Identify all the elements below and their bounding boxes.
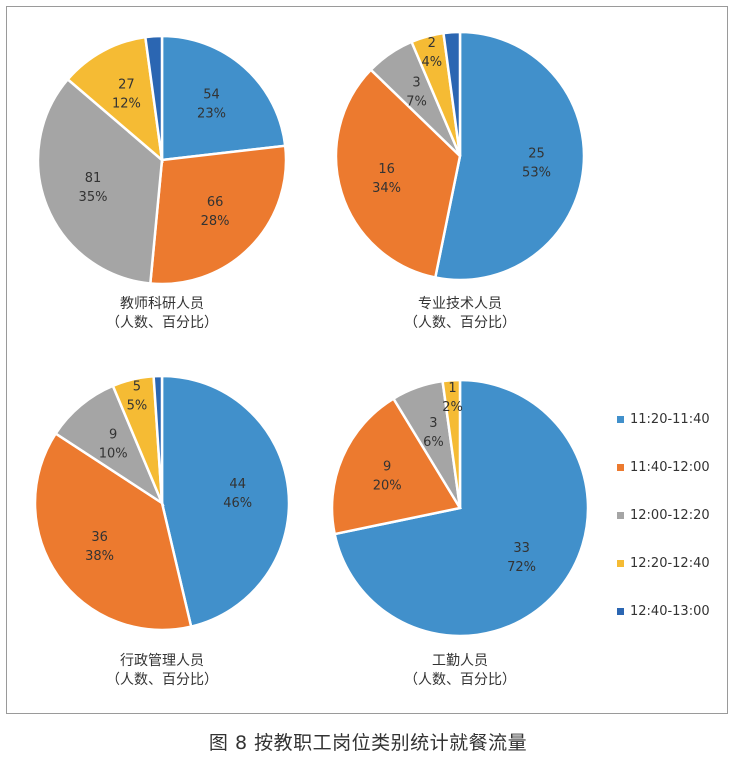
slice-value-label: 25 — [528, 147, 545, 162]
pie-subtitle: （人数、百分比） — [404, 315, 516, 331]
slice-percent-label: 38% — [85, 549, 114, 564]
slice-value-label: 3 — [429, 416, 437, 431]
pie-subtitle: （人数、百分比） — [106, 672, 218, 688]
legend-label: 12:00-12:20 — [630, 508, 710, 523]
legend-swatch — [617, 608, 624, 615]
pie-chart-2: 25 53% 16 34% 3 7% 2 4% 专业技术人员 （人数、百分比） — [334, 30, 586, 331]
slice-value-label: 27 — [118, 78, 135, 93]
pie-slice — [143, 34, 164, 161]
slice-value-label: 5 — [133, 380, 141, 395]
slice-percent-label: 6% — [423, 435, 444, 450]
slice-percent-label: 23% — [197, 107, 226, 122]
pie-slice — [160, 34, 287, 162]
slice-value-label: 44 — [229, 477, 246, 492]
slice-value-label: 9 — [109, 427, 117, 442]
pie-subtitle: （人数、百分比） — [404, 672, 516, 688]
slice-percent-label: 4% — [421, 55, 442, 70]
slice-value-label: 2 — [428, 36, 436, 51]
pie-slice — [33, 431, 193, 632]
pie-title: 专业技术人员 — [418, 296, 502, 312]
legend-label: 11:20-11:40 — [630, 412, 710, 427]
figure-caption: 图 8 按教职工岗位类别统计就餐流量 — [208, 732, 528, 754]
slice-percent-label: 7% — [406, 95, 427, 110]
pie-slice — [160, 374, 291, 629]
slice-value-label: 16 — [378, 162, 395, 177]
legend-swatch — [617, 512, 624, 519]
legend-swatch — [617, 416, 624, 423]
slice-percent-label: 20% — [373, 478, 402, 493]
pie-slice — [148, 144, 288, 286]
slice-percent-label: 53% — [522, 166, 551, 181]
slice-percent-label: 2% — [442, 400, 463, 415]
slice-value-label: 3 — [412, 76, 420, 91]
pie-slice — [442, 30, 462, 157]
legend-label: 12:20-12:40 — [630, 556, 710, 571]
pie-slice — [36, 77, 164, 285]
slice-percent-label: 35% — [79, 190, 108, 205]
pie-slice — [433, 30, 586, 282]
slice-percent-label: 46% — [223, 496, 252, 511]
slice-value-label: 1 — [448, 381, 456, 396]
legend-label: 12:40-13:00 — [630, 604, 710, 619]
legend-swatch — [617, 464, 624, 471]
pie-slice — [334, 68, 462, 279]
pie-slice — [152, 374, 164, 504]
pie-chart-4: 33 72% 9 20% 3 6% 1 2% 工勤人员 （人数、百分比） — [330, 378, 590, 688]
slice-value-label: 54 — [203, 88, 220, 103]
slice-percent-label: 12% — [112, 97, 141, 112]
chart-legend: 11:20-11:40 11:40-12:00 12:00-12:20 12:20-1… — [617, 412, 710, 619]
figure-frame — [6, 6, 728, 714]
pie-title: 教师科研人员 — [120, 296, 204, 312]
pie-slice — [330, 396, 462, 536]
slice-value-label: 33 — [513, 541, 530, 556]
legend-swatch — [617, 560, 624, 567]
slice-percent-label: 28% — [201, 214, 230, 229]
slice-percent-label: 10% — [99, 446, 128, 461]
slice-percent-label: 5% — [127, 399, 148, 414]
slice-percent-label: 34% — [372, 181, 401, 196]
pie-slice — [53, 384, 165, 507]
pie-title: 工勤人员 — [432, 653, 488, 669]
slice-value-label: 81 — [85, 171, 102, 186]
pie-slice — [66, 35, 164, 164]
slice-value-label: 66 — [207, 195, 224, 210]
legend-label: 11:40-12:00 — [630, 460, 710, 475]
pie-slice — [441, 378, 462, 509]
slice-percent-label: 72% — [507, 560, 536, 575]
pie-chart-1: 54 23% 66 28% 81 35% 27 12% 教师科研人员 （人数、百分比） — [36, 34, 288, 331]
pie-chart-3: 44 46% 36 38% 9 10% 5 5% 行政管理人员 （人数、百分比） — [33, 374, 291, 688]
pie-title: 行政管理人员 — [120, 653, 204, 669]
slice-value-label: 36 — [91, 530, 108, 545]
slice-value-label: 9 — [383, 459, 391, 474]
pie-subtitle: （人数、百分比） — [106, 315, 218, 331]
